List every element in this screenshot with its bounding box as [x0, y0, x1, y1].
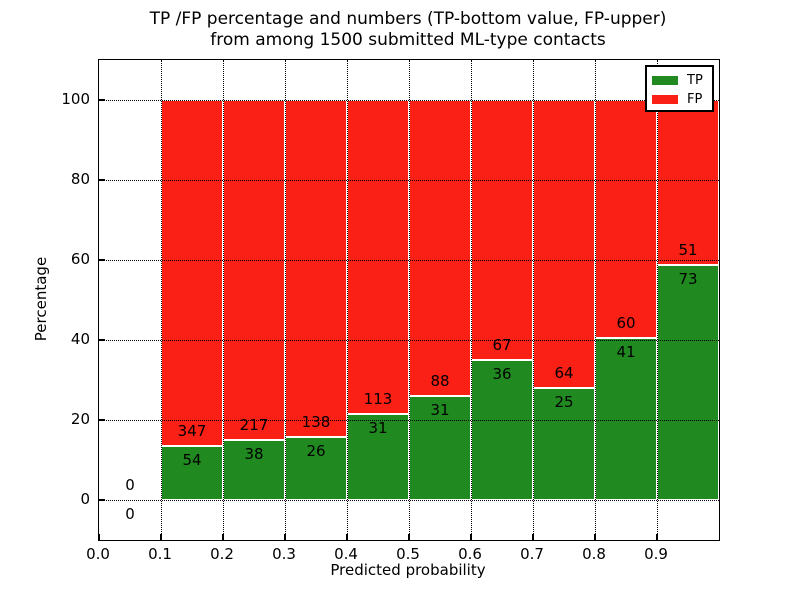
- tp-bar-segment: [471, 360, 533, 500]
- y-tick-label: 20: [70, 410, 90, 428]
- fp-count-label: 113: [363, 389, 393, 408]
- x-tick: [408, 534, 410, 540]
- x-tick-label: 0.7: [520, 545, 544, 563]
- x-gridline: [284, 60, 286, 540]
- y-tick: [99, 339, 105, 341]
- fp-legend-swatch-icon: [652, 95, 678, 104]
- fp-count-label: 51: [678, 240, 698, 259]
- x-tick-label: 0.2: [210, 545, 234, 563]
- x-tick: [222, 534, 224, 540]
- x-gridline: [656, 60, 658, 540]
- y-axis-label: Percentage: [32, 256, 50, 342]
- tp-legend-swatch-icon: [652, 76, 678, 85]
- x-gridline: [222, 60, 224, 540]
- x-tick: [470, 534, 472, 540]
- x-tick: [98, 534, 100, 540]
- fp-bar-segment: [347, 100, 409, 414]
- chart-title-line2: from among 1500 submitted ML-type contac…: [210, 30, 606, 50]
- x-tick-label: 0.0: [86, 545, 110, 563]
- x-tick-label: 0.1: [148, 545, 172, 563]
- tp-count-label: 0: [125, 505, 135, 523]
- legend-label-tp: TP: [687, 73, 703, 88]
- tp-count-label: 38: [244, 445, 264, 464]
- fp-bar-segment: [285, 100, 347, 437]
- legend-entry-fp: FP: [652, 90, 706, 109]
- y-tick: [99, 99, 105, 101]
- x-tick: [532, 534, 534, 540]
- y-tick-label: 60: [70, 250, 90, 268]
- fp-count-label: 67: [492, 336, 512, 355]
- legend: TP FP: [645, 65, 714, 112]
- fp-bar-segment: [223, 100, 285, 441]
- tp-count-label: 36: [492, 365, 512, 384]
- x-tick-label: 0.3: [272, 545, 296, 563]
- x-tick-label: 0.5: [396, 545, 420, 563]
- tp-count-label: 73: [678, 269, 698, 288]
- y-tick-label: 0: [80, 490, 90, 508]
- x-gridline: [470, 60, 472, 540]
- x-tick-label: 0.9: [644, 545, 668, 563]
- x-axis-label: Predicted probability: [330, 561, 486, 579]
- fp-bar-segment: [471, 100, 533, 361]
- tp-count-label: 25: [554, 392, 574, 411]
- fp-bar-segment: [161, 100, 223, 447]
- tp-bar-segment: [161, 446, 223, 500]
- x-tick: [346, 534, 348, 540]
- tp-bar-segment: [533, 387, 595, 500]
- x-tick: [284, 534, 286, 540]
- y-tick-label: 100: [61, 90, 90, 108]
- fp-count-label: 60: [616, 313, 636, 332]
- y-tick-label: 80: [70, 170, 90, 188]
- fp-bar-segment: [409, 100, 471, 396]
- plot-area: 0 0 347 54 217 38 138 26 113 31 88 31 67 36 64 25 60 41 51…: [98, 59, 720, 541]
- x-gridline: [346, 60, 348, 540]
- fp-bar-segment: [533, 100, 595, 388]
- y-tick: [99, 419, 105, 421]
- y-tick-label: 40: [70, 330, 90, 348]
- x-tick: [160, 534, 162, 540]
- x-gridline: [160, 60, 162, 540]
- x-gridline: [532, 60, 534, 540]
- tp-bar-segment: [409, 395, 471, 500]
- x-tick-label: 0.4: [334, 545, 358, 563]
- x-tick: [594, 534, 596, 540]
- fp-bar-segment: [595, 100, 657, 338]
- tp-bar-segment: [595, 337, 657, 500]
- y-tick: [99, 179, 105, 181]
- y-tick: [99, 499, 105, 501]
- legend-label-fp: FP: [687, 92, 703, 107]
- legend-entry-tp: TP: [652, 71, 706, 90]
- tp-count-label: 26: [306, 441, 326, 460]
- x-gridline: [594, 60, 596, 540]
- tp-bar-segment: [285, 436, 347, 500]
- x-tick: [656, 534, 658, 540]
- tp-count-label: 54: [182, 451, 202, 470]
- x-tick-label: 0.8: [582, 545, 606, 563]
- y-tick: [99, 259, 105, 261]
- tp-count-label: 31: [368, 418, 388, 437]
- fp-count-label: 217: [239, 416, 269, 435]
- fp-count-label: 64: [554, 363, 574, 382]
- x-tick-label: 0.6: [458, 545, 482, 563]
- tp-bar-segment: [657, 264, 719, 500]
- fp-count-label: 347: [177, 422, 207, 441]
- tp-bar-segment: [223, 440, 285, 500]
- chart-title-line1: TP /FP percentage and numbers (TP-bottom…: [149, 9, 667, 29]
- x-gridline: [408, 60, 410, 540]
- fp-count-label: 88: [430, 371, 450, 390]
- tp-count-label: 31: [430, 400, 450, 419]
- fp-count-label: 138: [301, 412, 331, 431]
- fp-count-label: 0: [125, 476, 135, 494]
- tp-count-label: 41: [616, 342, 636, 361]
